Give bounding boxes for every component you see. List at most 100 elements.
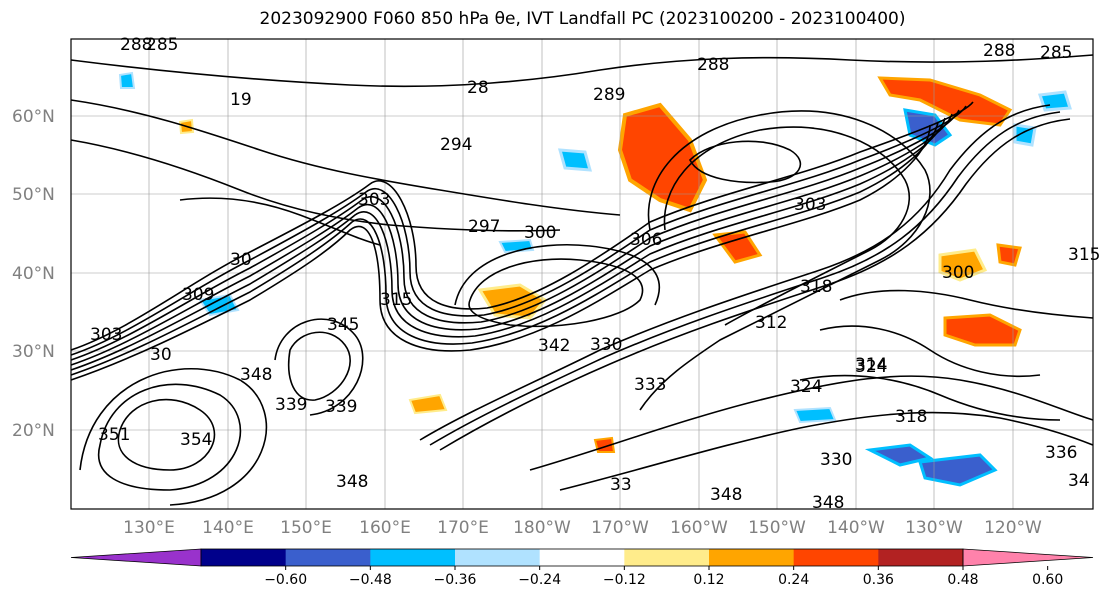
contour-label: 288 [697, 55, 729, 75]
colorbar-tick-label: 0.36 [863, 572, 894, 588]
contour-label: 333 [634, 375, 666, 395]
latitude-label: 50°N [12, 185, 55, 205]
contour-label: 318 [895, 407, 927, 427]
contour-label: 30 [150, 345, 172, 365]
contour-label: 348 [812, 493, 844, 513]
anomaly-patch [793, 406, 837, 424]
contour-label: 33 [610, 475, 632, 495]
anomaly-patch [617, 102, 708, 213]
contour-labels: 288 285 19 28 289 288 285 288 294 297 30… [90, 35, 1100, 513]
contour-label: 348 [240, 365, 272, 385]
contour-label: 303 [794, 195, 826, 215]
colorbar-segment [793, 549, 879, 566]
anomaly-patch [918, 453, 998, 487]
longitude-label: 150°E [280, 518, 332, 538]
latitude-label: 60°N [12, 107, 55, 127]
colorbar-extension-min [70, 548, 202, 567]
map-frame [70, 38, 1094, 510]
contour-label: 345 [327, 315, 359, 335]
contour-label: 300 [942, 263, 974, 283]
contour-label: 285 [146, 35, 178, 55]
contour-label: 336 [1045, 443, 1077, 463]
contour-label: 342 [538, 336, 570, 356]
contour-label: 297 [468, 217, 500, 237]
longitude-label: 160°E [359, 518, 411, 538]
gridlines [71, 39, 1093, 509]
anomaly-patch [557, 148, 593, 172]
colorbar-segment [539, 549, 625, 566]
anomaly-patch [943, 313, 1022, 347]
contour-label: 30 [230, 250, 252, 270]
colorbar-segment [624, 549, 710, 566]
colorbar-tick-label: −0.24 [518, 572, 561, 588]
contour-label: 330 [820, 450, 852, 470]
latitude-label: 30°N [12, 342, 55, 362]
longitude-label: 170°W [591, 518, 649, 538]
colorbar-segment [201, 549, 287, 566]
contour-label: 306 [630, 230, 662, 250]
colorbar-segment [285, 549, 371, 566]
contour-label: 318 [800, 277, 832, 297]
anomaly-patch [1037, 90, 1072, 112]
contour-label: 309 [182, 285, 214, 305]
longitude-label: 160°W [670, 518, 728, 538]
contour-label: 339 [275, 395, 307, 415]
colorbar-tick-label: −0.48 [349, 572, 392, 588]
longitude-label: 150°W [748, 518, 806, 538]
longitude-label: 140°E [202, 518, 254, 538]
contour-label: 339 [325, 397, 357, 417]
colorbar-tick-label: −0.60 [264, 572, 307, 588]
colorbar: −0.60 −0.48 −0.36 −0.24 −0.12 0.12 0.24 0.36 0.4… [70, 548, 1094, 588]
longitude-label: 130°E [123, 518, 175, 538]
colorbar-outline [200, 548, 964, 567]
contour-label: 314 [855, 355, 887, 375]
anomaly-patch [118, 71, 136, 89]
longitude-axis: 130°E 140°E 150°E 160°E 170°E 180°W 170°… [123, 518, 1042, 538]
contour-label: 288 [120, 35, 152, 55]
colorbar-tick-label: −0.12 [603, 572, 646, 588]
colorbar-tick-label: 0.24 [778, 572, 809, 588]
colorbar-segment [455, 549, 541, 566]
map-title: 2023092900 F060 850 hPa θe, IVT Landfall… [259, 9, 906, 29]
longitude-label: 140°W [827, 518, 885, 538]
anomaly-patch [864, 443, 934, 467]
contour-label: 348 [336, 472, 368, 492]
contour-label: 348 [710, 485, 742, 505]
latitude-label: 40°N [12, 264, 55, 284]
contour-label: 315 [380, 290, 412, 310]
contour-label: 354 [180, 430, 212, 450]
contour-label: 288 [983, 41, 1015, 61]
contour-label: 351 [98, 425, 130, 445]
colorbar-tick-label: 0.60 [1032, 572, 1063, 588]
anomaly-patch [996, 243, 1022, 267]
contour-label: 300 [524, 223, 556, 243]
latitude-label: 20°N [12, 421, 55, 441]
contour-label: 312 [755, 313, 787, 333]
colorbar-segment [709, 549, 795, 566]
longitude-label: 170°E [437, 518, 489, 538]
longitude-label: 180°W [513, 518, 571, 538]
contour-label: 28 [467, 78, 489, 98]
contour-label: 294 [440, 135, 472, 155]
contour-label: 303 [358, 190, 390, 210]
colorbar-extension-max [962, 548, 1094, 567]
longitude-label: 130°W [905, 518, 963, 538]
contour-label: 303 [90, 325, 122, 345]
contour-label: 285 [1040, 43, 1072, 63]
colorbar-segment [370, 549, 456, 566]
contour-label: 330 [590, 335, 622, 355]
latitude-axis: 60°N 50°N 40°N 30°N 20°N [12, 107, 55, 441]
longitude-label: 120°W [984, 518, 1042, 538]
map-panel: 288 285 19 28 289 288 285 288 294 297 30… [70, 35, 1100, 513]
colorbar-segment [878, 549, 964, 566]
contour-label: 324 [790, 377, 822, 397]
anomaly-patch [408, 393, 448, 415]
colorbar-tick-label: 0.12 [693, 572, 724, 588]
contour-label: 289 [593, 85, 625, 105]
theta-e-contours [70, 54, 1094, 506]
contour-label: 324 [855, 357, 887, 377]
colorbar-tick-label: −0.36 [434, 572, 477, 588]
anomaly-patch [938, 248, 988, 282]
anomaly-patch [877, 76, 1013, 127]
